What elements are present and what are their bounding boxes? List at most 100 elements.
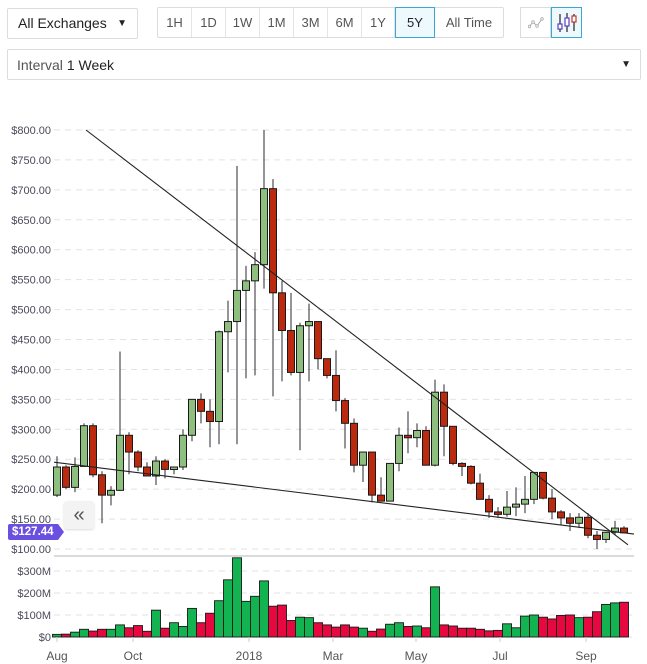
- volume-bar-up: [511, 627, 521, 638]
- volume-axis-label: $200M: [17, 588, 51, 600]
- candle-down[interactable]: [449, 425, 457, 464]
- candle-down[interactable]: [206, 410, 214, 423]
- collapse-panel-button[interactable]: «: [64, 501, 94, 529]
- candle-down[interactable]: [314, 321, 322, 360]
- candle-down[interactable]: [62, 466, 70, 488]
- candle-up[interactable]: [575, 516, 583, 524]
- candle-down[interactable]: [566, 517, 574, 524]
- candle-down[interactable]: [134, 451, 142, 468]
- range-button-1y[interactable]: 1Y: [362, 8, 395, 37]
- candle-down[interactable]: [161, 460, 169, 470]
- line-chart-icon: [527, 16, 544, 28]
- range-button-1h[interactable]: 1H: [158, 8, 192, 37]
- candle-up[interactable]: [305, 321, 313, 327]
- candle-up[interactable]: [179, 434, 187, 468]
- candle-down[interactable]: [278, 292, 286, 332]
- volume-bar-down: [421, 627, 431, 638]
- candle-up[interactable]: [251, 264, 259, 282]
- candle-up[interactable]: [296, 325, 304, 373]
- range-button-5y[interactable]: 5Y: [395, 7, 435, 38]
- candle-down[interactable]: [377, 494, 385, 502]
- candle-down[interactable]: [548, 497, 556, 513]
- candle-down[interactable]: [422, 429, 430, 466]
- range-button-all-time[interactable]: All Time: [445, 15, 493, 30]
- trendline[interactable]: [85, 129, 629, 546]
- candle-up[interactable]: [359, 451, 367, 466]
- range-button-3m[interactable]: 3M: [294, 8, 328, 37]
- candle-down[interactable]: [467, 465, 475, 484]
- trendline[interactable]: [53, 461, 635, 535]
- candle-down[interactable]: [557, 511, 565, 519]
- candle-up[interactable]: [233, 289, 241, 323]
- range-button-1w[interactable]: 1W: [226, 8, 260, 37]
- interval-select[interactable]: Interval 1 Week ▼: [7, 49, 641, 80]
- volume-bar-down: [466, 627, 476, 638]
- candle-up[interactable]: [107, 489, 115, 496]
- volume-bar-up: [70, 631, 80, 638]
- volume-bar-down: [547, 618, 557, 638]
- candle-up[interactable]: [602, 531, 610, 540]
- candle-down[interactable]: [593, 534, 601, 540]
- price-chart[interactable]: $800.00 $750.00 $700.00 $650.00 $600.00 $550.…: [0, 110, 647, 664]
- candle-up[interactable]: [116, 434, 124, 491]
- candle-up[interactable]: [395, 434, 403, 464]
- candle-down[interactable]: [368, 451, 376, 496]
- candle-down[interactable]: [404, 434, 412, 439]
- candle-up[interactable]: [188, 398, 196, 436]
- candle-up[interactable]: [413, 429, 421, 439]
- candle-down[interactable]: [269, 188, 277, 294]
- candle-down[interactable]: [197, 398, 205, 412]
- price-axis-label: $550.00: [11, 275, 51, 287]
- range-button-6m[interactable]: 6M: [328, 8, 362, 37]
- volume-bar-down: [286, 620, 296, 638]
- candle-down[interactable]: [332, 374, 340, 402]
- candle-up[interactable]: [512, 503, 520, 508]
- candle-up[interactable]: [53, 466, 61, 496]
- volume-bar-down: [556, 614, 566, 638]
- candle-down[interactable]: [125, 434, 133, 453]
- candle-up[interactable]: [503, 506, 511, 515]
- volume-bar-down: [493, 629, 503, 638]
- candle-up[interactable]: [71, 465, 79, 488]
- range-button-1d[interactable]: 1D: [192, 8, 226, 37]
- candle-down[interactable]: [323, 358, 331, 376]
- volume-axis-label: $300M: [17, 566, 51, 578]
- line-chart-button[interactable]: [520, 7, 551, 38]
- candle-down[interactable]: [539, 471, 547, 499]
- candle-up[interactable]: [215, 331, 223, 423]
- candle-down[interactable]: [494, 511, 502, 515]
- candle-down[interactable]: [440, 391, 448, 427]
- exchange-select[interactable]: All Exchanges ▼: [7, 7, 138, 39]
- candle-up[interactable]: [224, 321, 232, 333]
- candle-down[interactable]: [143, 466, 151, 477]
- interval-value: 1 Week: [66, 56, 115, 73]
- candle-up[interactable]: [80, 425, 88, 467]
- candlestick-chart-button[interactable]: [551, 7, 582, 38]
- candle-up[interactable]: [242, 280, 250, 291]
- candle-down[interactable]: [98, 474, 106, 496]
- candle-down[interactable]: [476, 482, 484, 500]
- candle-up[interactable]: [386, 462, 394, 502]
- candle-down[interactable]: [350, 422, 358, 466]
- candle-down[interactable]: [458, 462, 466, 467]
- candle-up[interactable]: [260, 188, 268, 266]
- range-button-1m[interactable]: 1M: [260, 8, 294, 37]
- price-axis-label: $750.00: [11, 155, 51, 167]
- candle-up[interactable]: [611, 527, 619, 533]
- volume-bar-up: [259, 580, 269, 638]
- x-axis-label: Mar: [323, 649, 344, 663]
- volume-bar-down: [196, 622, 206, 638]
- candle-down[interactable]: [485, 498, 493, 513]
- candle-down[interactable]: [287, 330, 295, 373]
- candle-up[interactable]: [152, 460, 160, 477]
- candle-down[interactable]: [584, 516, 592, 536]
- volume-bar-up: [529, 614, 539, 638]
- candle-down[interactable]: [89, 425, 97, 476]
- volume-bar-down: [97, 628, 107, 638]
- volume-bar-up: [214, 600, 224, 638]
- candle-down[interactable]: [341, 400, 349, 424]
- candle-up[interactable]: [431, 391, 439, 466]
- candle-up[interactable]: [521, 498, 529, 505]
- candle-up[interactable]: [170, 466, 178, 471]
- candle-up[interactable]: [530, 471, 538, 500]
